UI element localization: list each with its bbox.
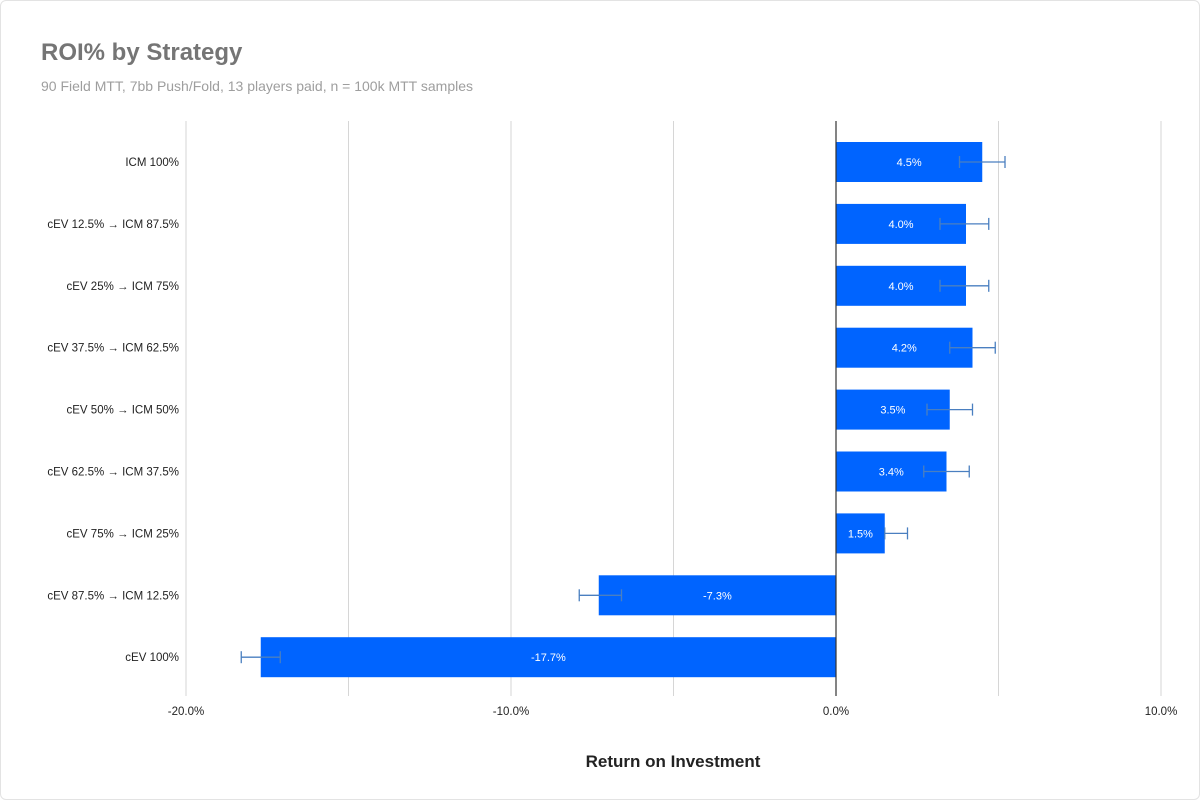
data-label: 4.2%: [892, 343, 917, 355]
bar: [836, 142, 983, 182]
category-label: cEV 62.5% → ICM 37.5%: [47, 467, 179, 479]
chart-subtitle: 90 Field MTT, 7bb Push/Fold, 13 players …: [41, 78, 474, 94]
x-tick-label: 0.0%: [823, 706, 849, 718]
category-label: cEV 75% → ICM 25%: [67, 528, 179, 540]
chart-title: ROI% by Strategy: [41, 39, 243, 66]
data-label: 4.0%: [888, 219, 913, 231]
category-label: cEV 100%: [125, 652, 179, 664]
category-label: cEV 37.5% → ICM 62.5%: [47, 343, 179, 355]
category-label: cEV 12.5% → ICM 87.5%: [47, 219, 179, 231]
bar: [836, 513, 885, 554]
data-label: 3.5%: [880, 405, 905, 417]
category-label: cEV 25% → ICM 75%: [67, 281, 179, 293]
x-tick-label: -10.0%: [493, 706, 529, 718]
data-label: -17.7%: [531, 652, 566, 664]
data-label: 4.5%: [897, 157, 922, 169]
category-label: cEV 87.5% → ICM 12.5%: [47, 590, 179, 602]
data-label: 4.0%: [888, 281, 913, 293]
category-label: ICM 100%: [125, 157, 179, 169]
bar: [260, 637, 836, 678]
bar: [598, 575, 836, 616]
data-label: -7.3%: [703, 590, 732, 602]
x-axis-title: Return on Investment: [585, 752, 761, 771]
data-label: 3.4%: [879, 467, 904, 479]
data-label: 1.5%: [848, 528, 873, 540]
x-tick-label: -20.0%: [168, 706, 204, 718]
category-label: cEV 50% → ICM 50%: [67, 405, 179, 417]
x-tick-label: 10.0%: [1145, 706, 1178, 718]
